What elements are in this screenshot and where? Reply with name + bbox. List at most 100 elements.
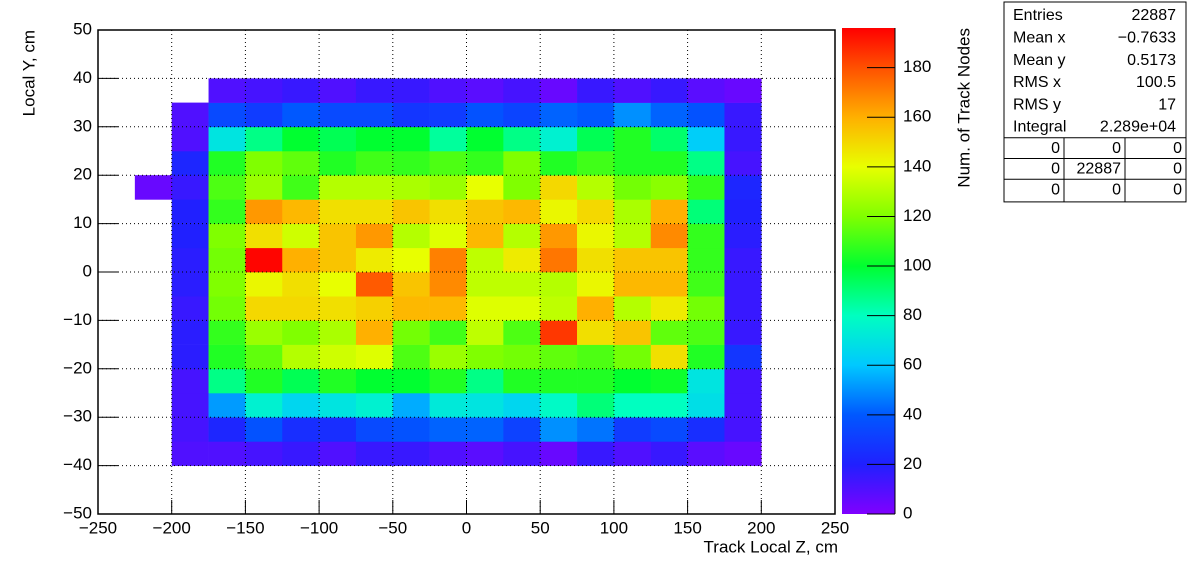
heatmap-cell: [503, 175, 541, 200]
heatmap-cell: [577, 320, 615, 345]
heatmap-cell: [613, 441, 652, 466]
heatmap-cell: [613, 126, 652, 152]
heatmap-cell: [429, 126, 467, 152]
heatmap-cell: [503, 102, 541, 128]
heatmap-cell: [503, 199, 541, 224]
z-axis-label: Num. of Track Nodes: [954, 28, 973, 188]
x-tick-label: −200: [153, 518, 191, 537]
heatmap-cell: [208, 441, 246, 466]
y-tick-label: 50: [73, 19, 92, 38]
heatmap-cell: [355, 441, 394, 466]
heatmap-cell: [355, 296, 394, 321]
heatmap-cell: [724, 126, 762, 152]
heatmap-cell: [540, 223, 578, 249]
heatmap-cell: [503, 272, 541, 297]
x-tick-label: −250: [79, 518, 117, 537]
heatmap-cell: [503, 151, 541, 176]
heatmap-cell: [540, 393, 578, 418]
stats-cell: 22887: [1077, 161, 1122, 178]
heatmap-cell: [319, 126, 357, 152]
heatmap-cell: [650, 368, 688, 394]
heatmap-cell: [392, 344, 430, 370]
heatmap-cell: [429, 344, 467, 370]
heatmap-cell: [466, 344, 504, 370]
heatmap-cell: [503, 417, 541, 442]
heatmap-cell: [540, 296, 578, 321]
heatmap-cell: [724, 78, 762, 103]
heatmap-cell: [503, 441, 541, 466]
heatmap-cell: [687, 296, 725, 321]
stats-label: RMS x: [1013, 74, 1061, 91]
heatmap-cell: [282, 393, 320, 418]
heatmap-cell: [724, 320, 762, 345]
heatmap-cell: [355, 247, 394, 273]
heatmap-cell: [503, 247, 541, 273]
heatmap-cell: [319, 344, 357, 370]
heatmap-cell: [208, 126, 246, 152]
heatmap-cell: [687, 199, 725, 224]
heatmap-cell: [577, 441, 615, 466]
heatmap-cell: [208, 247, 246, 273]
z-tick-label: 80: [903, 305, 922, 324]
heatmap-cell: [540, 78, 578, 103]
heatmap-cell: [540, 272, 578, 297]
heatmap-cell: [466, 296, 504, 321]
stats-label: Entries: [1013, 7, 1063, 24]
heatmap-cell: [650, 417, 688, 442]
heatmap-cell: [245, 272, 283, 297]
heatmap-cell: [466, 247, 504, 273]
stats-cell: 0: [1173, 161, 1182, 178]
heatmap-cell: [577, 78, 615, 103]
heatmap-cell: [687, 175, 725, 200]
heatmap-cell: [429, 393, 467, 418]
z-tick-label: 120: [903, 206, 931, 225]
heatmap-cell: [724, 441, 762, 466]
x-tick-label: 0: [462, 518, 471, 537]
heatmap-cell: [355, 223, 394, 249]
heatmap-cell: [613, 296, 652, 321]
y-tick-label: −20: [63, 358, 92, 377]
y-tick-label: −40: [63, 455, 92, 474]
heatmap-cell: [577, 417, 615, 442]
heatmap-cell: [650, 199, 688, 224]
heatmap-cell: [650, 151, 688, 176]
heatmap-cell: [466, 441, 504, 466]
heatmap-cell: [171, 199, 209, 224]
heatmap-cell: [540, 151, 578, 176]
y-tick-label: −50: [63, 503, 92, 522]
heatmap-cell: [208, 320, 246, 345]
heatmap-cell: [687, 344, 725, 370]
heatmap-cell: [319, 441, 357, 466]
heatmap-cell: [577, 393, 615, 418]
heatmap-cell: [171, 417, 209, 442]
heatmap-cell: [540, 247, 578, 273]
heatmap-cell: [466, 223, 504, 249]
heatmap-cell: [429, 272, 467, 297]
heatmap-cell: [687, 151, 725, 176]
z-tick-label: 100: [903, 256, 931, 275]
heatmap-cell: [355, 393, 394, 418]
heatmap-cell: [208, 199, 246, 224]
stats-value: 100.5: [1136, 74, 1176, 91]
z-tick-label: 180: [903, 57, 931, 76]
heatmap-cell: [319, 247, 357, 273]
x-tick-label: 50: [531, 518, 550, 537]
heatmap-cell: [208, 78, 246, 103]
heatmap-cell: [355, 368, 394, 394]
heatmap-cell: [392, 441, 430, 466]
heatmap-cell: [613, 247, 652, 273]
heatmap-cell: [282, 223, 320, 249]
heatmap-cell: [577, 199, 615, 224]
x-tick-label: −50: [378, 518, 407, 537]
heatmap-cell: [208, 272, 246, 297]
heatmap-cell: [245, 417, 283, 442]
heatmap-cell: [392, 417, 430, 442]
heatmap-cell: [319, 102, 357, 128]
heatmap-cell: [724, 393, 762, 418]
y-tick-label: 40: [73, 68, 92, 87]
heatmap-cell: [466, 272, 504, 297]
heatmap-cell: [503, 393, 541, 418]
heatmap-cell: [577, 175, 615, 200]
heatmap-cell: [687, 417, 725, 442]
heatmap-cell: [540, 320, 578, 345]
